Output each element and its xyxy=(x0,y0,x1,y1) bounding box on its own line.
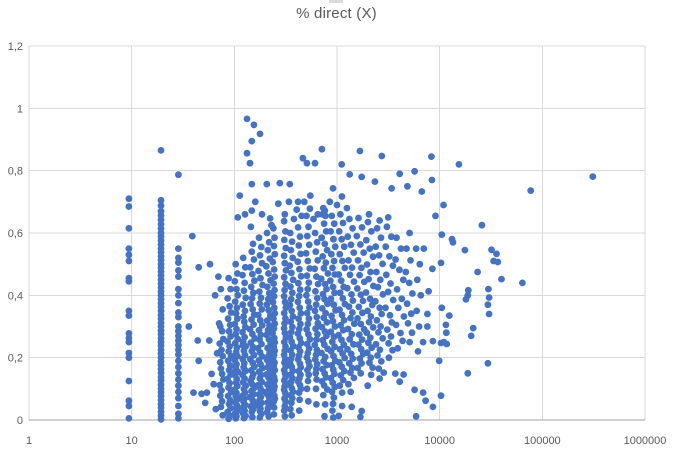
cropped-text-artifact xyxy=(329,0,343,3)
x-tick-label: 100 xyxy=(225,435,243,447)
data-points xyxy=(125,115,597,423)
y-tick-label: 0,8 xyxy=(8,166,23,178)
y-axis-labels: 0 0,2 0,4 0,6 0,8 1 1,2 xyxy=(8,41,23,427)
x-tick-label: 1000000 xyxy=(624,435,667,447)
x-tick-label: 10000 xyxy=(424,435,455,447)
x-tick-label: 1 xyxy=(26,435,32,447)
x-tick-label: 100000 xyxy=(524,435,561,447)
y-tick-label: 0,6 xyxy=(8,228,23,240)
x-tick-label: 1000 xyxy=(325,435,349,447)
y-tick-label: 0,2 xyxy=(8,353,23,365)
x-tick-label: 10 xyxy=(126,435,138,447)
y-tick-label: 1 xyxy=(17,103,23,115)
x-axis-labels: 1 10 100 1000 10000 100000 1000000 xyxy=(26,435,666,447)
chart-title: % direct (X) xyxy=(296,5,377,22)
y-tick-label: 0 xyxy=(17,415,23,427)
y-tick-label: 0,4 xyxy=(8,290,23,302)
y-tick-label: 1,2 xyxy=(8,41,23,53)
